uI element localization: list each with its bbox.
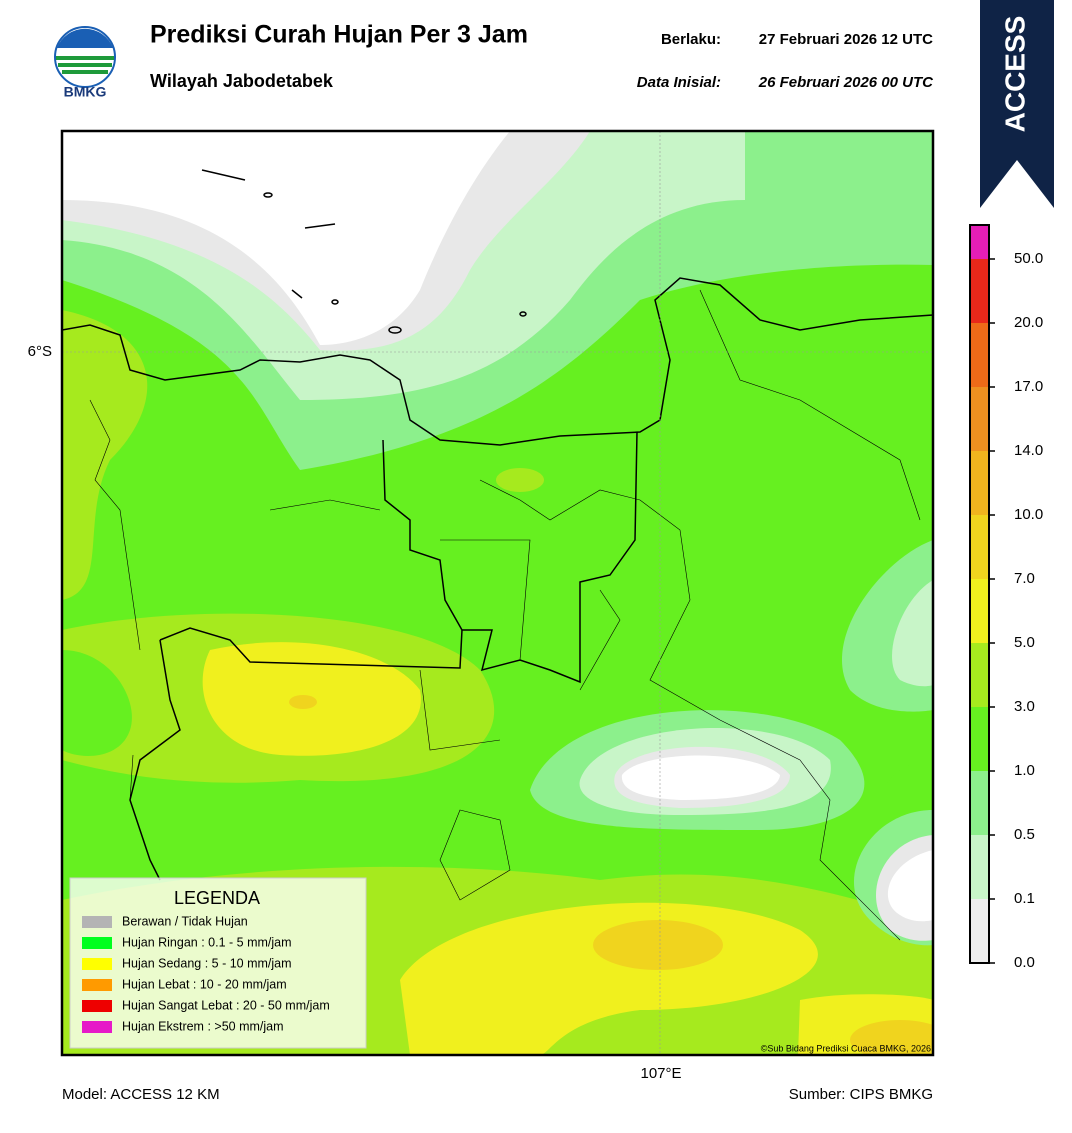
map-frame <box>60 129 935 1057</box>
legend-label: Berawan / Tidak Hujan <box>122 914 248 928</box>
bmkg-logo: BMKG <box>54 26 116 100</box>
colorbar-label: 1.0 <box>1014 762 1035 779</box>
colorbar-segment <box>970 579 989 643</box>
colorbar-label: 0.0 <box>1014 954 1035 971</box>
colorbar-segment <box>970 835 989 899</box>
lat-label: 6°S <box>28 343 52 360</box>
legend-swatch <box>82 1000 112 1012</box>
legend-label: Hujan Sedang : 5 - 10 mm/jam <box>122 956 292 970</box>
colorbar-segment <box>970 259 989 323</box>
colorbar-label: 14.0 <box>1014 442 1043 459</box>
legend-title: LEGENDA <box>174 888 260 908</box>
legend-label: Hujan Sangat Lebat : 20 - 50 mm/jam <box>122 998 330 1012</box>
colorbar-label: 0.5 <box>1014 826 1035 843</box>
init-label: Data Inisial: <box>637 74 721 91</box>
legend-swatch <box>82 916 112 928</box>
legend-swatch <box>82 979 112 991</box>
colorbar-segment <box>970 899 989 963</box>
legend-label: Hujan Ringan : 0.1 - 5 mm/jam <box>122 935 292 949</box>
badge-text: ACCESS <box>999 16 1030 133</box>
title: Prediksi Curah Hujan Per 3 Jam <box>150 21 528 49</box>
lon-label: 107°E <box>640 1065 681 1082</box>
colorbar-segment <box>970 771 989 835</box>
colorbar-segment <box>970 225 989 259</box>
footer-model: Model: ACCESS 12 KM <box>62 1086 220 1103</box>
init-time: 26 Februari 2026 00 UTC <box>758 74 934 91</box>
colorbar-label: 10.0 <box>1014 506 1043 523</box>
rain-map: LEGENDA Berawan / Tidak Hujan Hujan Ringa… <box>62 131 933 1055</box>
colorbar-segment <box>970 515 989 579</box>
colorbar-segment <box>970 643 989 707</box>
colorbar-label: 5.0 <box>1014 634 1035 651</box>
colorbar-label: 7.0 <box>1014 570 1035 587</box>
legend-box <box>69 877 367 1049</box>
colorbar-label: 50.0 <box>1014 250 1043 267</box>
legend-label: Hujan Lebat : 10 - 20 mm/jam <box>122 977 287 991</box>
colorbar-label: 3.0 <box>1014 698 1035 715</box>
badge <box>980 0 1054 208</box>
legend-label: Hujan Ekstrem : >50 mm/jam <box>122 1019 284 1033</box>
colorbar-segment <box>970 387 989 451</box>
legend-swatch <box>82 958 112 970</box>
subtitle: Wilayah Jabodetabek <box>150 71 334 91</box>
colorbar-label: 20.0 <box>1014 314 1043 331</box>
legend-swatch <box>82 937 112 949</box>
colorbar-frame <box>969 224 990 964</box>
logo-text: BMKG <box>64 84 107 100</box>
legend-swatch <box>82 1021 112 1033</box>
colorbar-segment <box>970 707 989 771</box>
credit: ©Sub Bidang Prediksi Cuaca BMKG, 2026 <box>761 1043 931 1053</box>
colorbar-segment <box>970 451 989 515</box>
footer-source: Sumber: CIPS BMKG <box>789 1086 933 1103</box>
valid-label: Berlaku: <box>661 31 721 48</box>
colorbar-label: 0.1 <box>1014 890 1035 907</box>
valid-time: 27 Februari 2026 12 UTC <box>759 31 933 48</box>
colorbar-segment <box>970 323 989 387</box>
colorbar-label: 17.0 <box>1014 378 1043 395</box>
